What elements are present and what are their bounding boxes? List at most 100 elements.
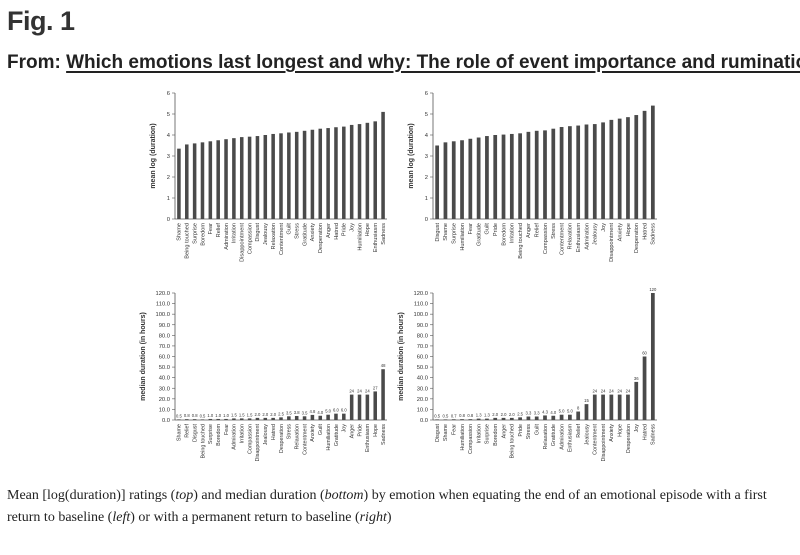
bar-value-label: 0.8 [184,413,190,418]
bar [294,131,299,219]
x-category-label: Contentment [559,223,565,255]
x-category-label: Admiration [584,223,590,250]
figure-caption: Mean [log(duration)] ratings (top) and m… [7,485,793,529]
bar [279,417,283,420]
bar [279,133,283,219]
x-category-label: Shame [443,424,449,441]
bar-value-label: 120 [649,287,657,292]
bar [568,414,572,420]
x-category-label: Boredom [216,423,222,445]
bar-value-label: 36 [634,376,639,381]
x-category-label: Compassion [543,223,549,254]
x-category-label: Contentment [302,424,308,455]
bar-value-label: 1.5 [239,412,245,417]
x-category-label: Anxiety [310,223,316,242]
bar-value-label: 24 [349,389,354,394]
x-category-label: Enthusiasm [576,223,582,253]
bar [509,417,514,420]
bar [200,142,205,219]
bar [543,415,547,420]
bar [224,139,228,219]
bar [302,416,307,420]
x-category-label: Enthusiasm [365,423,371,452]
bar-value-label: 3.3 [525,411,531,416]
bar [349,124,354,219]
bar-value-label: 5.0 [325,409,331,414]
x-category-label: Guilt [287,223,293,235]
y-tick-label: 50.0 [417,365,428,371]
figure-panel-grid: 0 1 2 3 4 5 6 mean log (duration) Shame Being tou… [125,85,665,475]
x-category-label: Relaxation [568,223,574,249]
bar [208,141,213,219]
bar [576,125,581,219]
bar-value-label: 3.5 [302,410,308,415]
x-category-label: Relief [576,424,582,438]
caption-text: ) and median duration ( [193,488,325,503]
caption-emphasis: right [359,510,387,525]
bar-value-label: 1.0 [215,413,221,418]
bar [263,135,268,219]
article-title-link[interactable]: Which emotions last longest and why: The… [66,52,800,73]
bar [192,143,197,219]
x-category-label: Relaxation [543,424,549,449]
x-category-label: Admiration [559,424,565,450]
x-category-label: Humiliation [460,424,466,451]
y-tick-label: 6 [425,91,428,97]
x-category-label: Being touched [200,424,206,458]
bar [216,140,220,219]
bar [334,127,338,219]
x-category-label: Surprise [452,223,458,244]
x-category-label: Enthusiasm [568,423,574,452]
bar [634,381,639,420]
x-category-label: Irritation [232,223,238,243]
y-tick-label: 110.0 [414,302,428,308]
bar-value-label: 24 [365,389,370,394]
y-tick-label: 40.0 [417,376,428,382]
x-category-label: Anger [326,223,332,238]
bar [551,415,556,420]
bar [287,132,291,219]
y-tick-label: 80.0 [159,333,170,339]
bar [443,419,448,420]
bar [626,394,630,420]
x-category-label: Desperation [318,223,324,253]
y-tick-label: 100.0 [155,312,170,318]
x-category-label: Irritation [476,424,482,443]
x-category-label: Fear [452,424,458,435]
x-category-label: Stress [287,424,293,440]
x-category-label: Relief [535,223,541,238]
bar [509,133,514,219]
bar [232,418,236,420]
bar-value-label: 0.7 [451,413,457,418]
bar [642,110,647,219]
x-category-label: Gratitude [302,223,308,246]
x-category-label: Anger [349,424,355,439]
bar-value-label: 1.5 [247,412,253,417]
y-tick-label: 4 [167,133,171,139]
bar [485,136,489,219]
bar [224,418,228,420]
caption-text: ) by emotion when equating the end of an… [7,488,767,525]
bar [584,404,589,420]
bar [526,131,531,219]
bar [381,111,385,219]
bar-value-label: 2.0 [255,412,261,417]
x-category-label: Relaxation [271,223,277,249]
y-tick-label: 10.0 [417,407,428,413]
bar [592,394,597,420]
bar-value-label: 0.8 [459,413,465,418]
bar [584,124,589,219]
y-axis-title: mean log (duration) [408,123,415,188]
bar-value-label: 6.0 [341,408,347,413]
bar [609,119,614,219]
bar [468,138,473,219]
x-category-label: Boredom [200,223,206,246]
bar [208,418,213,420]
bar [365,122,370,219]
bar-value-label: 60 [642,351,647,356]
y-axis-title: median duration (in hours) [398,312,405,401]
x-category-label: Relaxation [295,424,301,449]
y-tick-label: 100.0 [413,312,428,318]
bar [493,417,498,420]
y-tick-label: 120.0 [155,291,170,297]
